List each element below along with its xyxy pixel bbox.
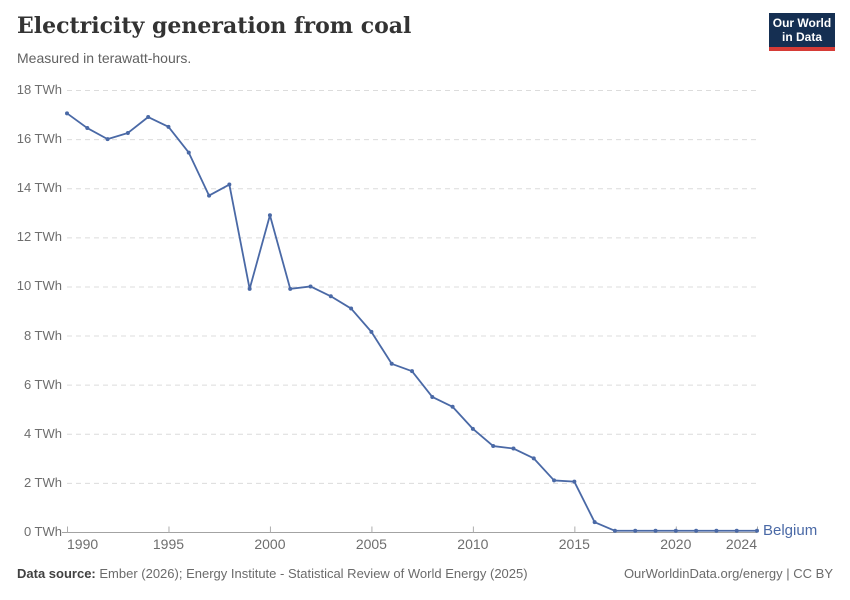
chart-subtitle: Measured in terawatt-hours. — [17, 50, 192, 66]
data-point — [369, 329, 374, 334]
data-point — [531, 456, 536, 461]
data-point — [755, 528, 759, 533]
x-axis-tick-label: 2020 — [660, 536, 692, 552]
x-axis-tick-label: 2015 — [558, 536, 590, 552]
belgium-line — [66, 112, 757, 532]
data-point — [552, 478, 557, 483]
owid-logo[interactable]: Our World in Data — [769, 13, 835, 51]
data-point — [308, 284, 313, 289]
y-axis-tick-label: 12 TWh — [16, 229, 62, 245]
data-point — [267, 213, 272, 218]
data-point — [430, 394, 435, 399]
data-point — [247, 286, 252, 291]
y-axis-tick-label: 8 TWh — [23, 327, 62, 343]
data-source-text: Ember (2026); Energy Institute - Statist… — [95, 566, 528, 581]
data-point — [450, 404, 455, 409]
chart-title: Electricity generation from coal — [17, 13, 412, 39]
x-axis-tick-label: 1990 — [67, 536, 99, 552]
x-axis-tick-label: 2010 — [457, 536, 489, 552]
data-point — [572, 479, 577, 484]
data-point — [734, 528, 739, 533]
y-axis-tick-label: 18 TWh — [16, 82, 62, 97]
data-point — [653, 528, 658, 533]
credit-link[interactable]: OurWorldinData.org/energy | CC BY — [623, 566, 833, 581]
data-point — [288, 286, 293, 291]
y-axis-tick-label: 4 TWh — [23, 425, 62, 441]
x-axis-tick-label: 1995 — [152, 536, 185, 552]
owid-logo-line1: Our World — [772, 16, 832, 30]
data-point — [511, 446, 516, 451]
data-point — [146, 115, 151, 120]
data-point — [85, 126, 90, 131]
y-axis-tick-label: 6 TWh — [23, 376, 62, 392]
data-source-label: Data source: — [17, 566, 96, 581]
data-point — [491, 444, 496, 449]
data-point — [633, 528, 638, 533]
data-source-note: Data source: Ember (2026); Energy Instit… — [17, 566, 528, 581]
x-axis-tick-label: 2005 — [355, 536, 387, 552]
data-point — [410, 369, 414, 374]
data-point — [105, 137, 110, 142]
data-point — [227, 182, 232, 187]
y-axis-tick-label: 0 TWh — [23, 524, 62, 539]
owid-logo-line2: in Data — [781, 30, 822, 44]
x-axis-tick-label: 2024 — [725, 536, 757, 552]
data-point — [186, 150, 191, 155]
data-point — [694, 528, 699, 533]
data-point — [592, 520, 597, 525]
x-axis-tick-label: 2000 — [254, 536, 286, 552]
data-point — [612, 528, 617, 533]
data-point — [349, 306, 354, 311]
y-axis-tick-label: 10 TWh — [16, 278, 62, 294]
data-point — [673, 528, 678, 533]
y-axis-tick-label: 2 TWh — [23, 474, 62, 490]
data-point — [166, 124, 171, 129]
data-point — [470, 426, 475, 431]
data-point — [328, 294, 333, 299]
series-label-belgium[interactable]: Belgium — [763, 521, 818, 539]
data-point — [65, 111, 69, 116]
y-axis-tick-label: 14 TWh — [16, 180, 62, 196]
data-point — [714, 528, 719, 533]
data-point — [207, 193, 212, 198]
data-point — [389, 361, 394, 366]
data-point — [125, 130, 130, 135]
y-axis-tick-label: 16 TWh — [16, 131, 62, 147]
